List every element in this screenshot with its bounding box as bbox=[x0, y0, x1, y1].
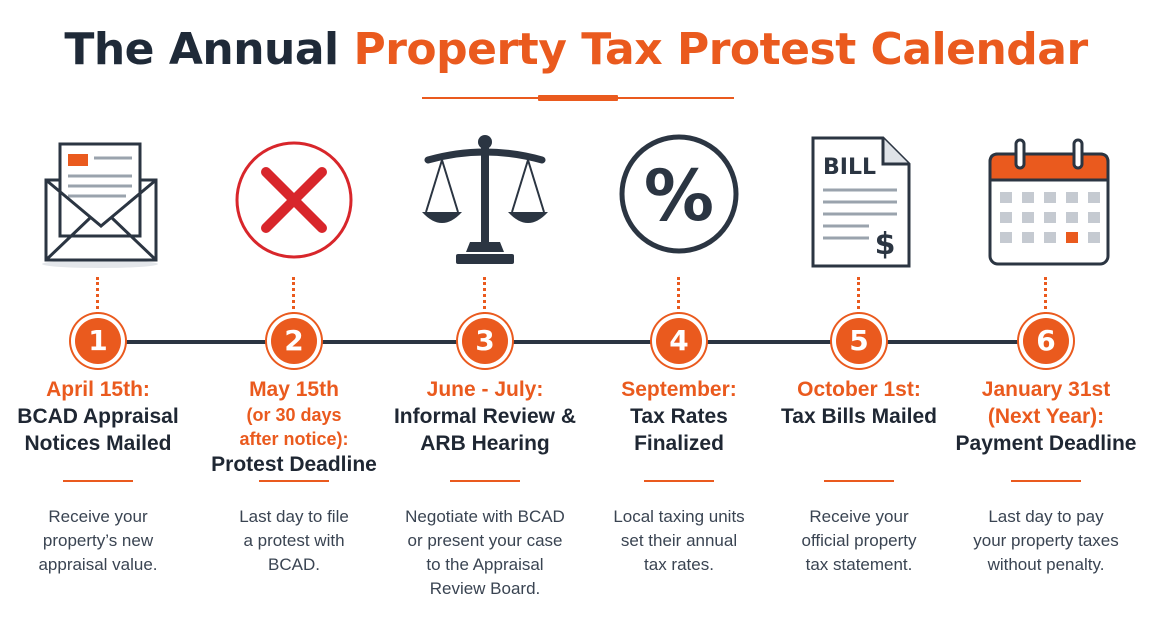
envelope-letter-icon bbox=[42, 142, 158, 268]
description-line: Review Board. bbox=[429, 579, 541, 598]
description-line: tax statement. bbox=[805, 555, 913, 574]
svg-text:%: % bbox=[644, 155, 714, 237]
bill-icon-text: BILL bbox=[823, 155, 876, 180]
timeline-step-5: BILL $ 5 October 1st: Tax Bills Mailed R… bbox=[764, 130, 954, 630]
bill-document-icon: BILL $ bbox=[811, 136, 911, 268]
description-line: a protest with bbox=[243, 531, 345, 550]
step-date: April 15th: bbox=[46, 378, 150, 401]
timeline-step-2: 2 May 15th (or 30 days after notice): Pr… bbox=[199, 130, 389, 630]
step-event: Payment Deadline bbox=[955, 432, 1137, 455]
step-event: Notices Mailed bbox=[24, 432, 172, 455]
title-part-dark: The Annual bbox=[64, 24, 339, 75]
step-date-note: after notice): bbox=[239, 429, 349, 449]
description-line: or present your case bbox=[407, 531, 563, 550]
step-number: 5 bbox=[836, 318, 882, 364]
step-event: BCAD Appraisal bbox=[17, 405, 179, 428]
step-number: 4 bbox=[656, 318, 702, 364]
step-event: Protest Deadline bbox=[211, 453, 377, 476]
title-underline-accent bbox=[538, 95, 618, 101]
step-divider bbox=[63, 480, 133, 482]
description-line: to the Appraisal bbox=[426, 555, 544, 574]
description-line: your property taxes bbox=[973, 531, 1119, 550]
step-label: May 15th (or 30 days after notice): Prot… bbox=[199, 376, 389, 478]
step-divider bbox=[1011, 480, 1081, 482]
connector-dots bbox=[483, 277, 486, 315]
timeline-line bbox=[100, 340, 1046, 344]
scales-icon bbox=[422, 135, 548, 264]
calendar-icon bbox=[988, 138, 1110, 266]
timeline-step-1: 1 April 15th: BCAD Appraisal Notices Mai… bbox=[3, 130, 193, 630]
x-circle-icon bbox=[235, 141, 353, 259]
description-line: Receive your bbox=[48, 507, 148, 526]
description-line: tax rates. bbox=[644, 555, 714, 574]
step-number: 3 bbox=[462, 318, 508, 364]
step-event: Finalized bbox=[634, 432, 724, 455]
step-date: September: bbox=[621, 378, 737, 401]
description-line: appraisal value. bbox=[38, 555, 158, 574]
description-line: BCAD. bbox=[268, 555, 320, 574]
step-divider bbox=[259, 480, 329, 482]
step-label: September: Tax Rates Finalized bbox=[584, 376, 774, 457]
connector-dots bbox=[857, 277, 860, 315]
percent-icon: % bbox=[619, 134, 739, 254]
step-description: Receive your property’s new appraisal va… bbox=[3, 505, 193, 577]
dollar-icon-symbol: $ bbox=[875, 227, 896, 262]
description-line: without penalty. bbox=[987, 555, 1105, 574]
step-number: 6 bbox=[1023, 318, 1069, 364]
connector-dots bbox=[96, 277, 99, 315]
connector-dots bbox=[292, 277, 295, 315]
step-date-note: (or 30 days bbox=[246, 405, 342, 425]
step-date: May 15th bbox=[249, 378, 339, 401]
step-number: 1 bbox=[75, 318, 121, 364]
step-divider bbox=[450, 480, 520, 482]
step-date: October 1st: bbox=[797, 378, 921, 401]
step-number: 2 bbox=[271, 318, 317, 364]
step-date: June - July: bbox=[426, 378, 544, 401]
step-description: Negotiate with BCAD or present your case… bbox=[390, 505, 580, 601]
step-event: Informal Review & bbox=[393, 405, 577, 428]
connector-dots bbox=[1044, 277, 1047, 315]
step-label: June - July: Informal Review & ARB Heari… bbox=[390, 376, 580, 457]
description-line: Last day to pay bbox=[988, 507, 1104, 526]
description-line: property’s new bbox=[42, 531, 154, 550]
step-description: Receive your official property tax state… bbox=[764, 505, 954, 577]
step-date: January 31st bbox=[981, 378, 1111, 401]
step-description: Last day to pay your property taxes with… bbox=[951, 505, 1141, 577]
step-description: Local taxing units set their annual tax … bbox=[584, 505, 774, 577]
step-label: January 31st (Next Year): Payment Deadli… bbox=[951, 376, 1141, 457]
description-line: official property bbox=[801, 531, 917, 550]
description-line: Local taxing units bbox=[613, 507, 745, 526]
step-description: Last day to file a protest with BCAD. bbox=[199, 505, 389, 577]
page-title: The Annual Property Tax Protest Calendar bbox=[0, 22, 1152, 78]
description-line: Negotiate with BCAD bbox=[405, 507, 565, 526]
step-event: Tax Rates bbox=[630, 405, 728, 428]
step-divider bbox=[824, 480, 894, 482]
step-label: October 1st: Tax Bills Mailed bbox=[764, 376, 954, 430]
step-date: (Next Year): bbox=[987, 405, 1105, 428]
timeline-step-4: % 4 September: Tax Rates Finalized Local… bbox=[584, 130, 774, 630]
connector-dots bbox=[677, 277, 680, 315]
title-part-accent: Property Tax Protest Calendar bbox=[353, 24, 1088, 75]
description-line: Last day to file bbox=[239, 507, 349, 526]
step-label: April 15th: BCAD Appraisal Notices Maile… bbox=[3, 376, 193, 457]
step-event: Tax Bills Mailed bbox=[781, 405, 937, 428]
timeline-step-6: 6 January 31st (Next Year): Payment Dead… bbox=[951, 130, 1141, 630]
description-line: set their annual bbox=[620, 531, 738, 550]
description-line: Receive your bbox=[809, 507, 909, 526]
step-divider bbox=[644, 480, 714, 482]
step-event: ARB Hearing bbox=[420, 432, 550, 455]
timeline-step-3: 3 June - July: Informal Review & ARB Hea… bbox=[390, 130, 580, 630]
